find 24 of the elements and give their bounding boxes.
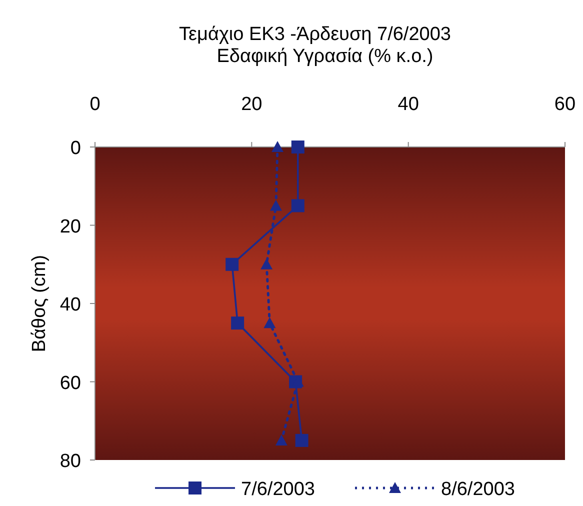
x-axis-title: Εδαφική Υγρασία (% κ.ο.) bbox=[216, 46, 434, 67]
y-tick-label: 20 bbox=[60, 216, 81, 238]
y-tick-label: 60 bbox=[60, 372, 81, 394]
point bbox=[226, 258, 239, 271]
y-axis-title: Βάθος (cm) bbox=[29, 254, 50, 352]
point bbox=[231, 316, 244, 330]
x-tick-label: 20 bbox=[241, 94, 262, 115]
y-tick-label: 0 bbox=[70, 138, 81, 159]
x-tick-label: 60 bbox=[554, 94, 576, 115]
legend-label: 7/6/2003 bbox=[241, 479, 315, 500]
x-tick-label: 0 bbox=[90, 94, 100, 115]
y-tick-label: 80 bbox=[60, 451, 81, 472]
point bbox=[291, 199, 304, 212]
point bbox=[260, 258, 273, 270]
point bbox=[291, 140, 304, 154]
point bbox=[270, 200, 282, 211]
point bbox=[272, 141, 284, 152]
point bbox=[264, 317, 276, 328]
x-tick-label: 40 bbox=[398, 94, 419, 115]
y-tick-label: 40 bbox=[60, 294, 81, 316]
chart-title: Τεμάχιο ΕΚ3 -Άρδευση 7/6/2003 bbox=[179, 24, 451, 45]
point bbox=[275, 434, 288, 446]
legend-label: 8/6/2003 bbox=[441, 479, 515, 500]
point bbox=[295, 434, 308, 447]
